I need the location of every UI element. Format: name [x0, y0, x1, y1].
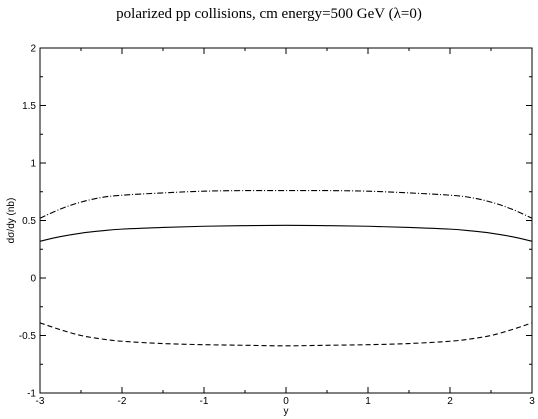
y-tick-label-6: 2	[30, 44, 36, 55]
y-tick-label-3: 0.5	[22, 216, 36, 227]
y-tick-label-0: -1	[27, 389, 36, 400]
y-tick-label-1: -0.5	[19, 331, 37, 342]
x-tick-label-5: 2	[447, 396, 453, 407]
x-tick-label-1: -2	[118, 396, 127, 407]
series-group	[39, 190, 533, 347]
y-tick-label-4: 1	[30, 159, 36, 170]
x-tick-label-6: 3	[529, 396, 535, 407]
x-tick-label-4: 1	[365, 396, 371, 407]
chart-title: polarized pp collisions, cm energy=500 G…	[116, 6, 422, 22]
y-tick-label-5: 1.5	[22, 101, 36, 112]
series-line-dashdot	[39, 190, 533, 219]
y-axis-label: dσ/dy (nb)	[6, 198, 17, 244]
series-line-solid	[39, 224, 533, 242]
x-axis-label: y	[284, 406, 289, 417]
x-tick-label-3: 0	[283, 396, 289, 407]
plot-frame	[39, 47, 533, 394]
x-tick-label-2: -1	[200, 396, 209, 407]
x-tick-label-0: -3	[36, 396, 45, 407]
y-tick-label-2: 0	[30, 274, 36, 285]
axis-ticks: -3 -2 -1 0 1 2 3 -1 -0.5 0 0.5 1 1.5 2	[19, 44, 535, 408]
series-line-dashed	[39, 322, 533, 347]
